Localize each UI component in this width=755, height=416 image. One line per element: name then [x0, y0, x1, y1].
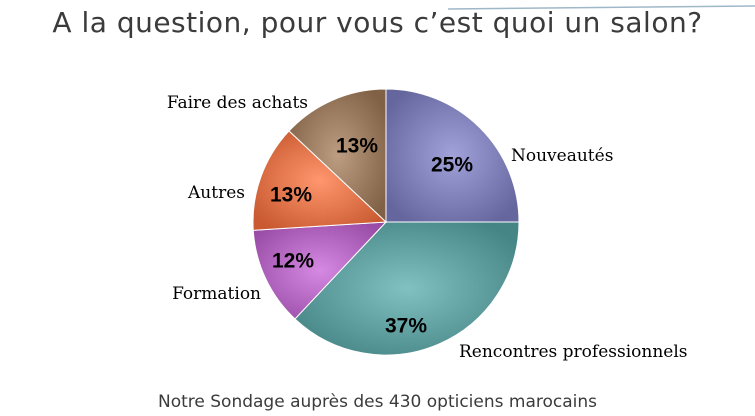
pie-chart: 25% 37% 12% 13% 13% Nouveautés Rencontres pro…	[167, 88, 688, 362]
pie-slice-1	[294, 221, 520, 356]
page-title: A la question, pour vous c’est quoi un s…	[52, 6, 703, 39]
pie-slice-0	[385, 88, 520, 223]
pie-slice-3	[252, 130, 388, 231]
decorative-line	[448, 5, 755, 10]
slice-category-label: Faire des achats	[167, 93, 308, 113]
percent-labels: 25% 37% 12% 13% 13%	[270, 135, 473, 338]
slice-category-label: Formation	[172, 284, 261, 304]
survey-caption: Notre Sondage auprès des 430 opticiens m…	[157, 392, 598, 412]
slice-percent-label: 12%	[272, 250, 314, 273]
slice-percent-label: 25%	[431, 154, 473, 177]
pie-slice-4	[288, 88, 387, 224]
slice-percent-label: 37%	[385, 315, 427, 338]
slice-category-label: Rencontres professionnels	[459, 342, 688, 362]
pie-slice-2	[252, 221, 388, 320]
slice-percent-label: 13%	[270, 184, 312, 207]
pie-slices	[252, 88, 520, 356]
slice-category-label: Nouveautés	[511, 146, 613, 166]
slice-percent-label: 13%	[336, 135, 378, 158]
slice-category-label: Autres	[187, 183, 245, 203]
category-labels: Nouveautés Rencontres professionnels Forma…	[167, 93, 688, 362]
